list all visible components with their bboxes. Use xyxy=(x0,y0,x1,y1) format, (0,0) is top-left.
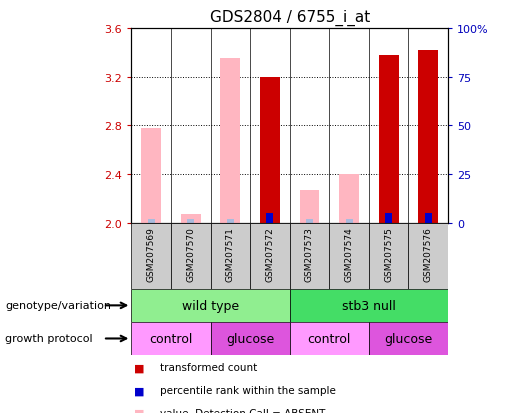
Text: GSM207576: GSM207576 xyxy=(424,226,433,281)
Bar xyxy=(379,56,399,223)
Text: GSM207569: GSM207569 xyxy=(147,226,156,281)
Text: GSM207574: GSM207574 xyxy=(345,226,354,281)
Bar xyxy=(220,59,240,223)
FancyBboxPatch shape xyxy=(369,223,408,289)
Text: GSM207575: GSM207575 xyxy=(384,226,393,281)
FancyBboxPatch shape xyxy=(131,223,171,289)
FancyBboxPatch shape xyxy=(369,322,448,355)
FancyBboxPatch shape xyxy=(131,289,289,322)
FancyBboxPatch shape xyxy=(289,223,329,289)
FancyBboxPatch shape xyxy=(211,322,289,355)
Text: ■: ■ xyxy=(134,408,144,413)
Bar xyxy=(300,190,319,223)
Bar xyxy=(187,219,194,223)
Title: GDS2804 / 6755_i_at: GDS2804 / 6755_i_at xyxy=(210,10,370,26)
Text: ■: ■ xyxy=(134,385,144,395)
Bar xyxy=(346,219,353,223)
Text: percentile rank within the sample: percentile rank within the sample xyxy=(160,385,336,395)
Text: control: control xyxy=(307,332,351,345)
Bar xyxy=(141,128,161,223)
FancyBboxPatch shape xyxy=(329,223,369,289)
Text: ■: ■ xyxy=(134,363,144,373)
Text: stb3 null: stb3 null xyxy=(342,299,396,312)
FancyBboxPatch shape xyxy=(171,223,211,289)
Bar xyxy=(266,213,273,223)
FancyBboxPatch shape xyxy=(131,322,211,355)
Text: glucose: glucose xyxy=(226,332,274,345)
Bar xyxy=(306,219,313,223)
Text: glucose: glucose xyxy=(384,332,433,345)
Bar xyxy=(181,214,201,223)
Text: control: control xyxy=(149,332,193,345)
Text: GSM207573: GSM207573 xyxy=(305,226,314,281)
Bar xyxy=(425,213,432,223)
Bar xyxy=(260,77,280,223)
Text: GSM207572: GSM207572 xyxy=(265,226,274,281)
Bar xyxy=(418,51,438,223)
FancyBboxPatch shape xyxy=(289,289,448,322)
Text: GSM207570: GSM207570 xyxy=(186,226,195,281)
Text: wild type: wild type xyxy=(182,299,239,312)
FancyBboxPatch shape xyxy=(250,223,289,289)
FancyBboxPatch shape xyxy=(289,322,369,355)
Text: GSM207571: GSM207571 xyxy=(226,226,235,281)
Bar xyxy=(339,174,359,223)
Text: value, Detection Call = ABSENT: value, Detection Call = ABSENT xyxy=(160,408,325,413)
Text: transformed count: transformed count xyxy=(160,363,257,373)
Bar xyxy=(227,219,234,223)
Bar xyxy=(385,213,392,223)
FancyBboxPatch shape xyxy=(408,223,448,289)
Text: genotype/variation: genotype/variation xyxy=(5,301,111,311)
Bar xyxy=(148,219,154,223)
Text: growth protocol: growth protocol xyxy=(5,334,93,344)
FancyBboxPatch shape xyxy=(211,223,250,289)
